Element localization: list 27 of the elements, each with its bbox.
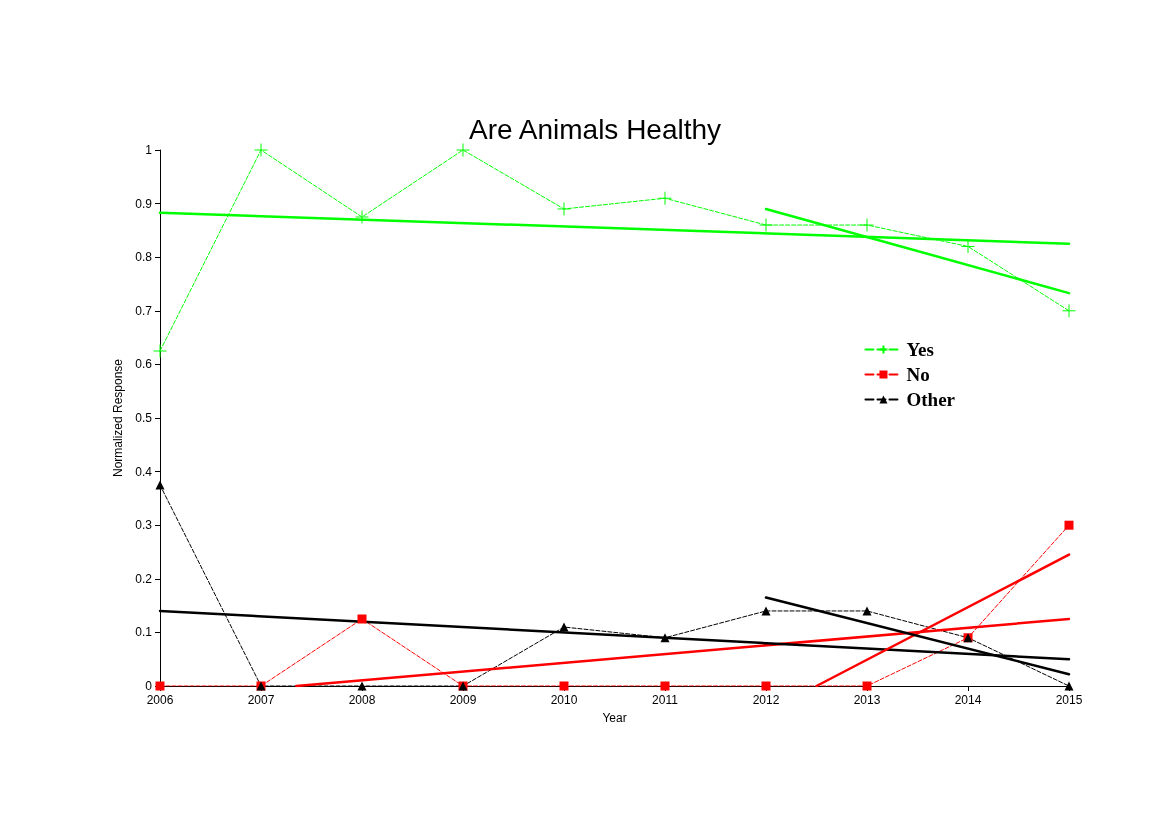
y-tick-label: 0.4	[135, 464, 153, 479]
y-tick-label: 0	[145, 679, 153, 693]
x-tick-label: 2009	[449, 693, 477, 707]
legend-label: Other	[906, 389, 956, 410]
y-tick-label: 0.7	[135, 303, 153, 318]
y-tick-label: 0.1	[135, 625, 153, 640]
y-axis-title: Normalized Response	[111, 358, 125, 478]
x-tick-label: 2006	[146, 693, 174, 707]
x-tick-label: 2014	[954, 693, 982, 707]
x-tick-label: 2011	[652, 693, 679, 707]
x-axis-title: Year	[602, 711, 627, 725]
y-tick-label: 1	[145, 143, 153, 157]
x-tick-label: 2007	[247, 693, 275, 707]
y-tick-label: 0.5	[135, 411, 153, 425]
y-tick-label: 0.3	[135, 518, 153, 533]
x-tick-label: 2012	[752, 693, 780, 707]
y-tick-label: 0.9	[135, 196, 153, 211]
legend-label: No	[906, 364, 930, 385]
chart-title: Are Animals Healthy	[468, 113, 722, 145]
x-tick-label: 2010	[550, 693, 578, 707]
y-tick-label: 0.2	[135, 571, 153, 586]
y-tick-label: 0.6	[135, 357, 153, 372]
x-tick-label: 2008	[348, 693, 376, 707]
x-tick-label: 2013	[853, 693, 881, 707]
legend-label: Yes	[906, 339, 934, 360]
x-tick-label: 2015	[1055, 693, 1083, 707]
y-tick-label: 0.8	[135, 250, 153, 265]
